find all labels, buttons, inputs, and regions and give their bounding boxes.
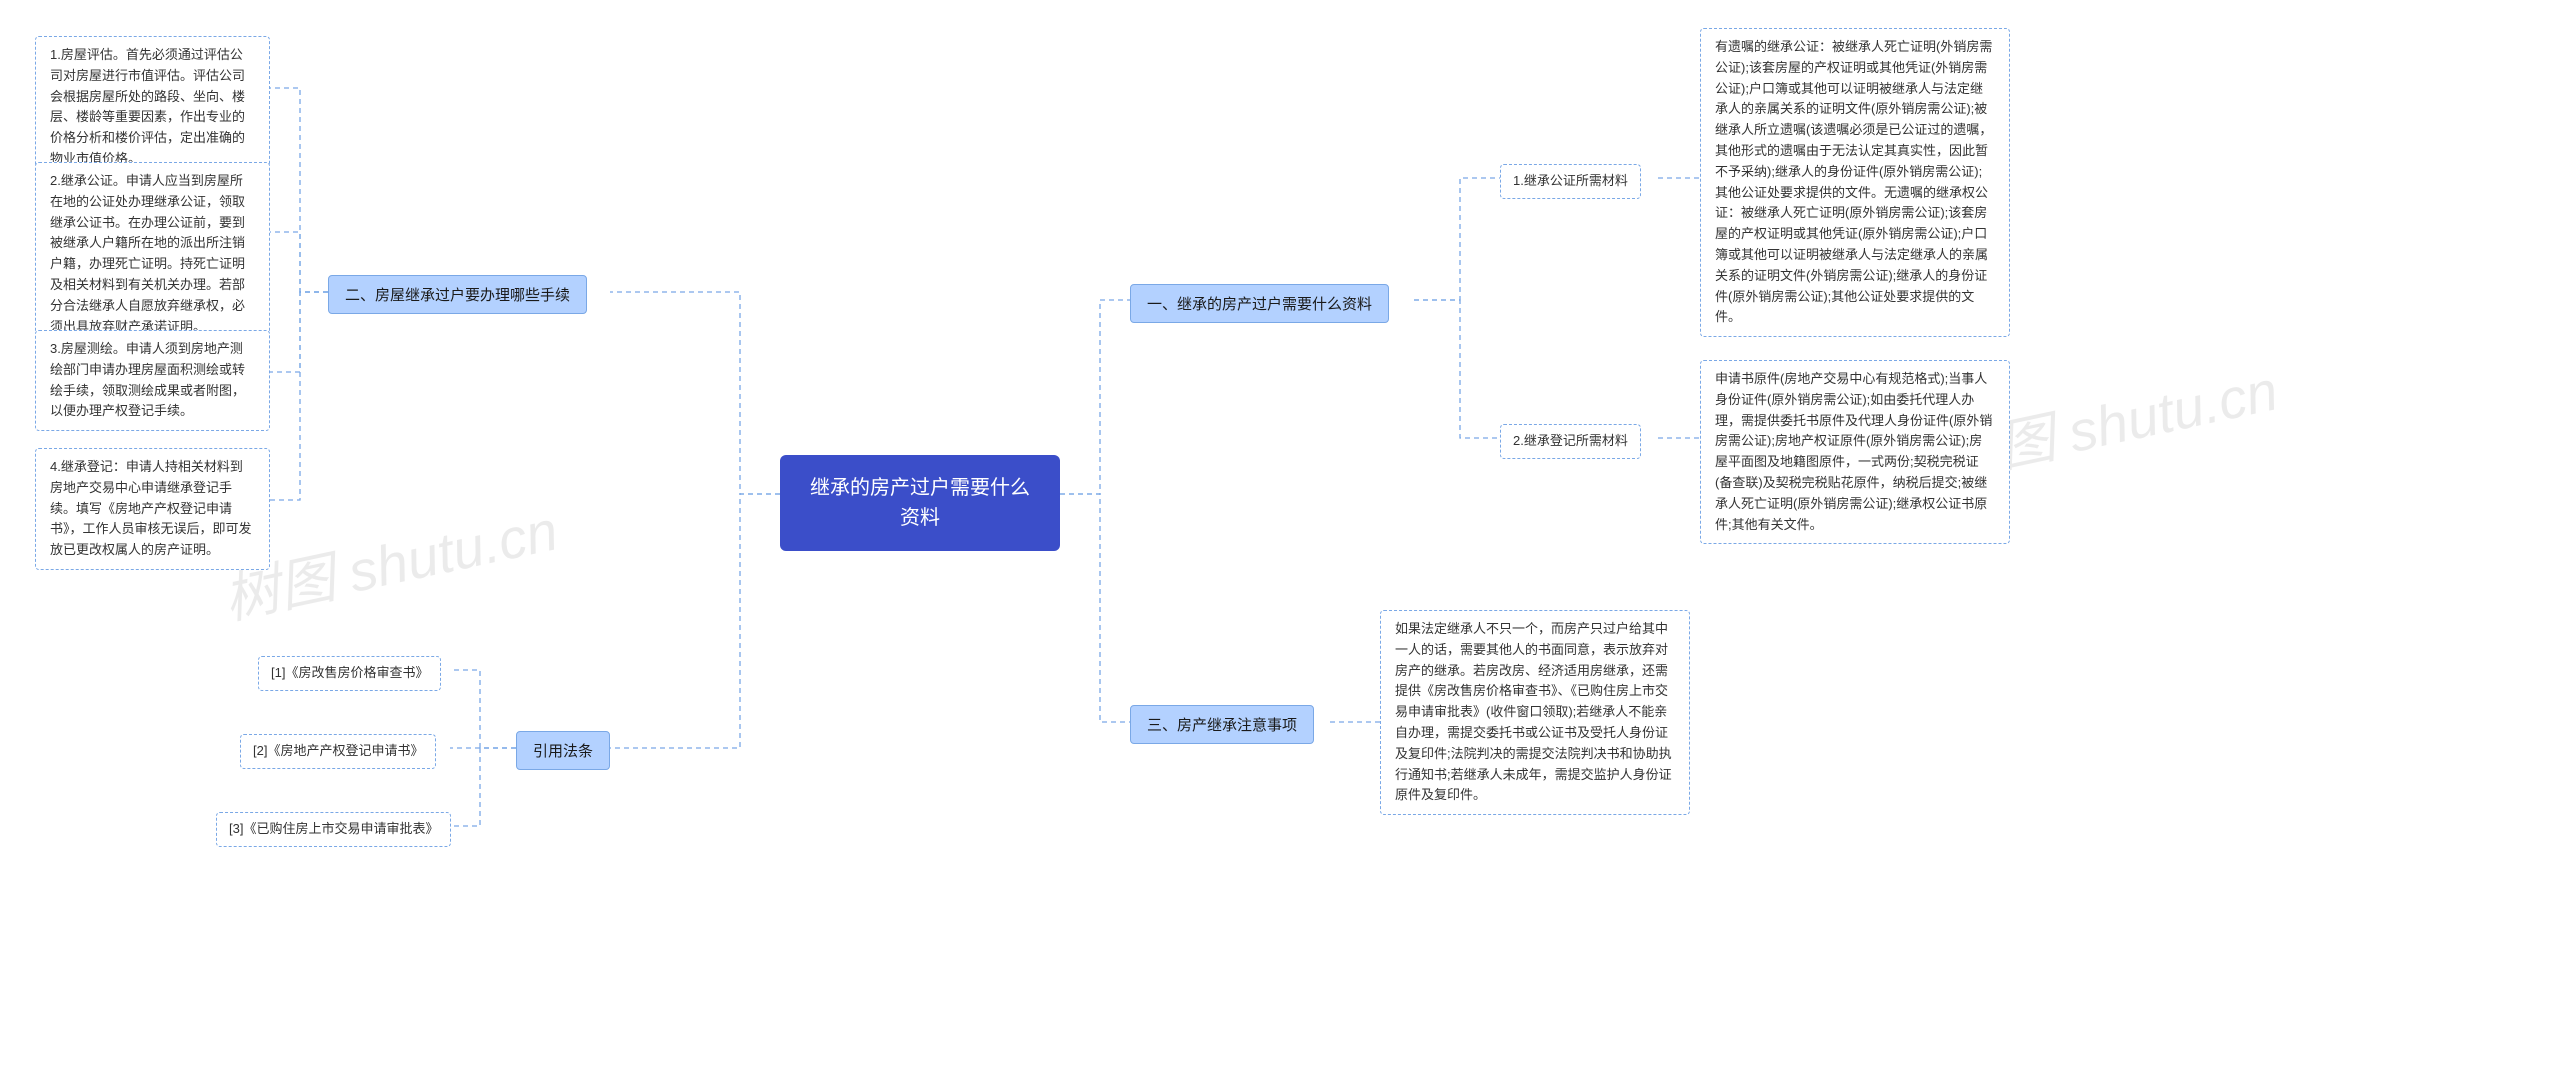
- step-text: 1.房屋评估。首先必须通过评估公司对房屋进行市值评估。评估公司会根据房屋所处的路…: [50, 47, 245, 166]
- detail-text: 有遗嘱的继承公证：被继承人死亡证明(外销房需公证);该套房屋的产权证明或其他凭证…: [1715, 39, 1992, 324]
- law-text: [3]《已购住房上市交易申请审批表》: [229, 821, 438, 836]
- branch-label: 一、继承的房产过户需要什么资料: [1147, 296, 1372, 313]
- sub-label-materials-1[interactable]: 1.继承公证所需材料: [1500, 164, 1641, 199]
- law-item-3: [3]《已购住房上市交易申请审批表》: [216, 812, 451, 847]
- law-text: [2]《房地产产权登记申请书》: [253, 743, 423, 758]
- center-title: 继承的房产过户需要什么资料: [810, 477, 1030, 529]
- sub-label-materials-2[interactable]: 2.继承登记所需材料: [1500, 424, 1641, 459]
- sub-label-text: 2.继承登记所需材料: [1513, 433, 1628, 448]
- step-text: 3.房屋测绘。申请人须到房地产测绘部门申请办理房屋面积测绘或转绘手续，领取测绘成…: [50, 341, 245, 418]
- step-2: 2.继承公证。申请人应当到房屋所在地的公证处办理继承公证，领取继承公证书。在办理…: [35, 162, 270, 346]
- branch-section-2[interactable]: 二、房屋继承过户要办理哪些手续: [328, 275, 587, 314]
- branch-label: 二、房屋继承过户要办理哪些手续: [345, 287, 570, 304]
- law-item-2: [2]《房地产产权登记申请书》: [240, 734, 436, 769]
- detail-text: 如果法定继承人不只一个，而房产只过户给其中一人的话，需要其他人的书面同意，表示放…: [1395, 621, 1672, 802]
- law-item-1: [1]《房改售房价格审查书》: [258, 656, 441, 691]
- sub-label-text: 1.继承公证所需材料: [1513, 173, 1628, 188]
- connection-lines: [0, 0, 2560, 1077]
- law-text: [1]《房改售房价格审查书》: [271, 665, 428, 680]
- branch-section-3[interactable]: 三、房产继承注意事项: [1130, 705, 1314, 744]
- branch-law[interactable]: 引用法条: [516, 731, 610, 770]
- detail-text: 申请书原件(房地产交易中心有规范格式);当事人身份证件(原外销房需公证);如由委…: [1715, 371, 1992, 532]
- detail-box-materials-1: 有遗嘱的继承公证：被继承人死亡证明(外销房需公证);该套房屋的产权证明或其他凭证…: [1700, 28, 2010, 337]
- step-text: 2.继承公证。申请人应当到房屋所在地的公证处办理继承公证，领取继承公证书。在办理…: [50, 173, 245, 334]
- branch-section-1[interactable]: 一、继承的房产过户需要什么资料: [1130, 284, 1389, 323]
- detail-box-materials-2: 申请书原件(房地产交易中心有规范格式);当事人身份证件(原外销房需公证);如由委…: [1700, 360, 2010, 544]
- center-node[interactable]: 继承的房产过户需要什么资料: [780, 455, 1060, 551]
- detail-box-section-3: 如果法定继承人不只一个，而房产只过户给其中一人的话，需要其他人的书面同意，表示放…: [1380, 610, 1690, 815]
- step-1: 1.房屋评估。首先必须通过评估公司对房屋进行市值评估。评估公司会根据房屋所处的路…: [35, 36, 270, 179]
- step-4: 4.继承登记：申请人持相关材料到房地产交易中心申请继承登记手续。填写《房地产产权…: [35, 448, 270, 570]
- branch-label: 三、房产继承注意事项: [1147, 717, 1297, 734]
- branch-label: 引用法条: [533, 743, 593, 760]
- step-text: 4.继承登记：申请人持相关材料到房地产交易中心申请继承登记手续。填写《房地产产权…: [50, 459, 252, 557]
- step-3: 3.房屋测绘。申请人须到房地产测绘部门申请办理房屋面积测绘或转绘手续，领取测绘成…: [35, 330, 270, 431]
